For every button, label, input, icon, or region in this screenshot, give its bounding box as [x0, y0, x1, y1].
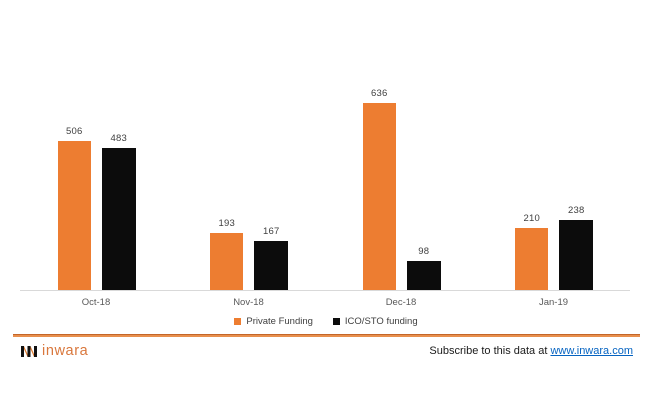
bar-private-funding-jan-19	[515, 228, 549, 290]
category-label-dec-18: Dec-18	[385, 297, 417, 308]
bar-private-funding-nov-18	[210, 233, 244, 290]
category-label-jan-19: Jan-19	[538, 297, 569, 308]
inwara-logo-mark-icon	[21, 345, 37, 357]
value-label: 238	[568, 205, 585, 216]
subscribe-text: Subscribe to this data at www.inwara.com	[429, 345, 633, 357]
category-label-oct-18: Oct-18	[81, 297, 111, 308]
bar-private-funding-oct-18	[57, 141, 91, 290]
value-label: 636	[371, 88, 388, 99]
inwara-logo-text: inwara	[42, 343, 89, 359]
funding-bar-chart: 506 483 Oct-18 193 167 Nov-18 636 98 Dec-18 210 23…	[20, 88, 630, 308]
inwara-logo: inwara	[21, 343, 88, 359]
bar-ico-sto-funding-oct-18	[101, 148, 136, 290]
bar-private-funding-dec-18	[362, 103, 396, 290]
value-label: 193	[218, 218, 235, 229]
subscribe-text-plain: Subscribe to this data at	[429, 345, 551, 357]
bar-ico-sto-funding-jan-19	[559, 220, 594, 290]
legend-swatch-icon	[332, 317, 340, 325]
legend-label: Private Funding	[246, 315, 313, 327]
value-label: 210	[523, 213, 540, 224]
legend-item-ico-sto-funding: ICO/STO funding	[332, 315, 418, 327]
subscribe-link[interactable]: www.inwara.com	[550, 345, 633, 357]
value-label: 98	[418, 246, 430, 257]
category-label-nov-18: Nov-18	[233, 297, 264, 308]
value-label: 506	[66, 126, 83, 137]
legend-swatch-icon	[234, 317, 242, 325]
legend-label: ICO/STO funding	[344, 315, 418, 327]
value-label: 483	[110, 133, 127, 144]
legend-item-private-funding: Private Funding	[234, 316, 313, 327]
bar-ico-sto-funding-nov-18	[254, 241, 289, 290]
footer-divider	[13, 334, 640, 337]
footer: inwara Subscribe to this data at www.inw…	[0, 340, 652, 364]
x-axis-line	[20, 290, 630, 291]
bar-ico-sto-funding-dec-18	[406, 261, 441, 290]
value-label: 167	[263, 226, 280, 237]
chart-legend: Private Funding ICO/STO funding	[0, 313, 652, 329]
